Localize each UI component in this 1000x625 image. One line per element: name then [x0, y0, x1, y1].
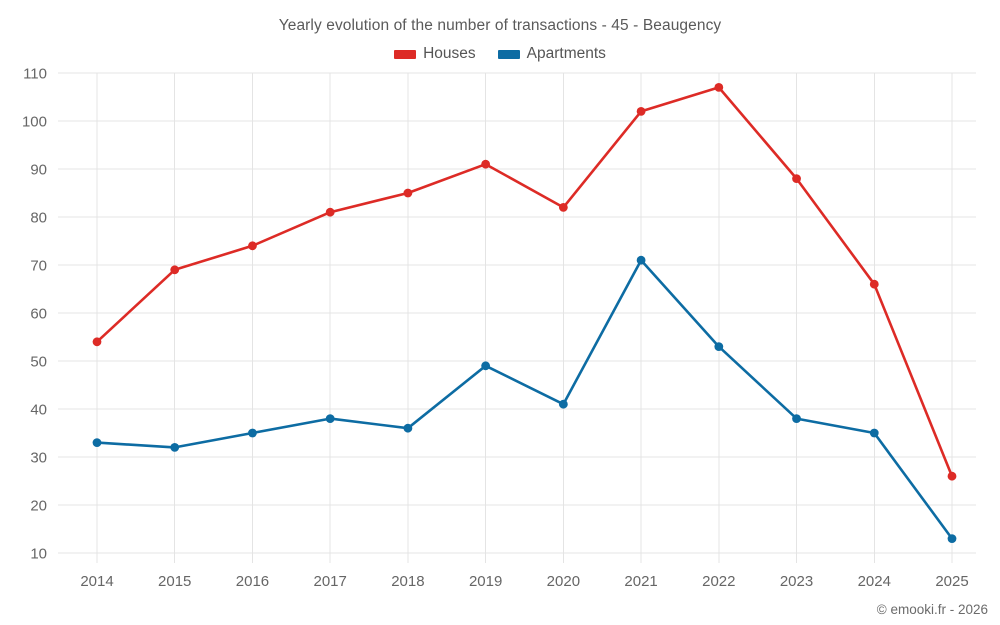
x-axis-tick-label: 2017 — [313, 573, 346, 590]
y-axis-tick-label: 70 — [30, 258, 47, 275]
y-axis-tick-label: 10 — [30, 546, 47, 563]
data-point-apartments-2014[interactable]: 2014 — Apartments: 33 — [92, 438, 102, 447]
data-point-apartments-2019[interactable]: 2019 — Apartments: 49 — [481, 361, 491, 371]
data-point-houses-2021[interactable]: 2021 — Houses: 102 — [636, 107, 646, 116]
series-line-houses — [95, 86, 954, 478]
y-axis-tick-label: 30 — [30, 450, 47, 467]
legend-item-apartments[interactable]: Apartments — [497, 45, 606, 63]
copyright-credit: © emooki.fr - 2026 — [876, 602, 988, 617]
data-point-houses-2020[interactable]: 2020 — Houses: 82 — [558, 203, 568, 212]
y-axis-tick-label: 100 — [22, 114, 47, 131]
data-point-houses-2014[interactable]: 2014 — Houses: 54 — [92, 337, 102, 347]
legend-label-apartments: Apartments — [526, 45, 606, 62]
data-point-houses-2015[interactable]: 2015 — Houses: 69 — [170, 265, 180, 275]
y-axis-tick-label: 110 — [23, 66, 47, 83]
series-line-apartments — [95, 258, 954, 540]
data-point-apartments-2023[interactable]: 2023 — Apartments: 38 — [792, 414, 801, 423]
legend-swatch-apartments — [497, 49, 520, 59]
y-axis-tick-label: 60 — [30, 306, 47, 323]
data-point-houses-2017[interactable]: 2017 — Houses: 81 — [325, 207, 335, 217]
data-point-apartments-2017[interactable]: 2017 — Apartments: 38 — [325, 414, 335, 423]
data-point-apartments-2020[interactable]: 2020 — Apartments: 41 — [558, 399, 568, 409]
data-point-apartments-2018[interactable]: 2018 — Apartments: 36 — [403, 423, 413, 433]
x-axis-tick-label: 2025 — [935, 573, 968, 590]
y-axis-tick-label: 90 — [30, 162, 47, 179]
legend-item-houses[interactable]: Houses — [394, 45, 476, 63]
data-point-apartments-2021[interactable]: 2021 — Apartments: 71 — [636, 255, 646, 265]
x-axis-tick-label: 2023 — [780, 573, 813, 590]
data-point-apartments-2025[interactable]: 2025 — Apartments: 13 — [947, 534, 957, 543]
data-point-apartments-2016[interactable]: 2016 — Apartments: 35 — [248, 428, 257, 438]
x-axis-tick-label: 2019 — [469, 573, 502, 590]
legend-label-houses: Houses — [423, 45, 476, 62]
chart-title: Yearly evolution of the number of transa… — [278, 17, 722, 34]
data-point-houses-2018[interactable]: 2018 — Houses: 85 — [403, 188, 413, 198]
data-point-apartments-2015[interactable]: 2015 — Apartments: 32 — [170, 443, 180, 452]
x-axis-tick-label: 2021 — [624, 573, 657, 590]
data-point-houses-2016[interactable]: 2016 — Houses: 74 — [248, 241, 257, 251]
y-axis-tick-label: 40 — [30, 402, 47, 419]
x-axis-tick-label: 2016 — [236, 573, 269, 590]
data-point-houses-2024[interactable]: 2024 — Houses: 66 — [869, 279, 879, 289]
x-axis-tick-label: 2022 — [702, 573, 735, 590]
legend-swatch-houses — [394, 49, 417, 59]
data-point-houses-2025[interactable]: 2025 — Houses: 26 — [947, 471, 957, 481]
chart-legend: Houses Apartments — [0, 45, 1000, 63]
y-axis-tick-label: 80 — [30, 210, 47, 227]
x-axis-tick-label: 2024 — [858, 573, 891, 590]
y-axis-tick-label: 50 — [30, 354, 47, 371]
y-axis-tick-label: 20 — [30, 498, 47, 515]
x-axis-tick-label: 2015 — [158, 573, 191, 590]
data-point-houses-2022[interactable]: 2022 — Houses: 107 — [714, 83, 724, 92]
data-point-apartments-2024[interactable]: 2024 — Apartments: 35 — [869, 428, 879, 438]
data-point-houses-2019[interactable]: 2019 — Houses: 91 — [481, 159, 491, 169]
data-point-houses-2023[interactable]: 2023 — Houses: 88 — [792, 174, 801, 184]
x-axis-tick-label: 2018 — [391, 573, 424, 590]
data-point-apartments-2022[interactable]: 2022 — Apartments: 53 — [714, 342, 724, 351]
x-axis-tick-label: 2014 — [80, 573, 113, 590]
x-axis-tick-label: 2020 — [547, 573, 580, 590]
